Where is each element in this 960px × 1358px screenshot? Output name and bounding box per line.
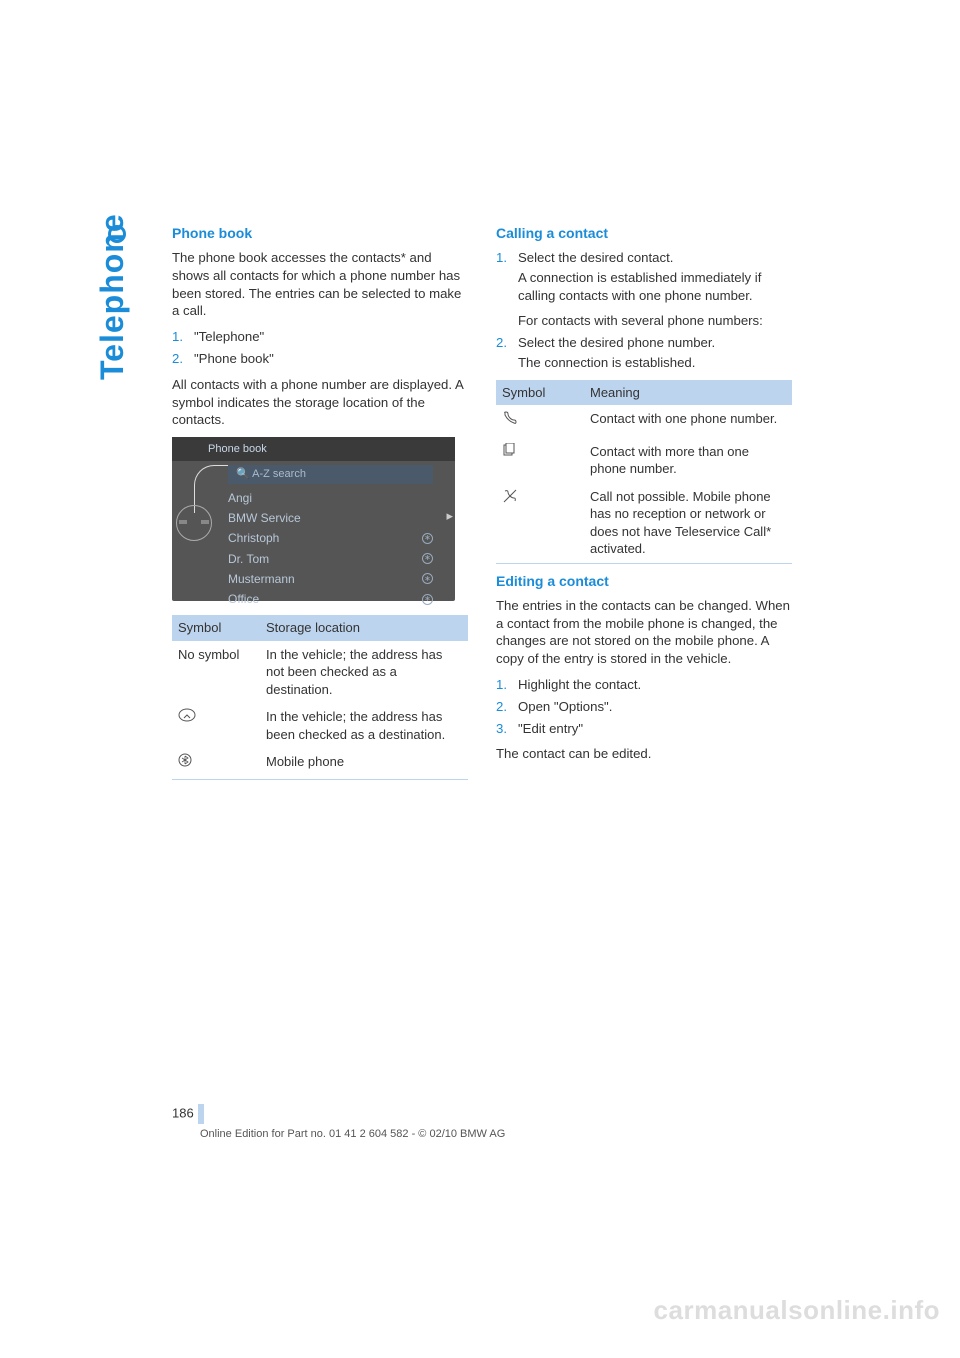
screen-item-1: BMW Service — [228, 508, 433, 528]
phone-book-heading: Phone book — [172, 224, 468, 243]
screen-item-3: Dr. Tom∗ — [228, 549, 433, 569]
editing-heading: Editing a contact — [496, 572, 792, 591]
step-2-text: "Phone book" — [194, 351, 274, 366]
mrow2-sym — [496, 483, 584, 564]
screen-item-5: Office∗ — [228, 589, 433, 609]
row2-sym — [172, 748, 260, 779]
step-1: 1."Telephone" — [172, 328, 468, 346]
call-step-1-extra: For contacts with several phone numbers: — [518, 312, 792, 330]
step-2: 2."Phone book" — [172, 350, 468, 368]
edit-step-3: 3."Edit entry" — [496, 720, 792, 738]
table-row: Mobile phone — [172, 748, 468, 779]
editing-steps: 1.Highlight the contact. 2.Open "Options… — [496, 676, 792, 737]
th-meaning: Meaning — [584, 380, 792, 406]
calling-steps: 1. Select the desired contact. A connect… — [496, 249, 792, 372]
footer-text: Online Edition for Part no. 01 41 2 604 … — [200, 1128, 505, 1140]
side-label: Telephone — [94, 213, 131, 380]
step-1-text: "Telephone" — [194, 329, 264, 344]
edit-step-2: 2.Open "Options". — [496, 698, 792, 716]
watermark: carmanualsonline.info — [654, 1295, 940, 1326]
storage-table: Symbol Storage location No symbol In the… — [172, 615, 468, 780]
mrow0-sym — [496, 405, 584, 437]
call-step-2: 2. Select the desired phone number. The … — [496, 334, 792, 372]
right-column: Calling a contact 1. Select the desired … — [496, 224, 792, 788]
screen-item-0: Angi — [228, 488, 433, 508]
call-step-1-main: Select the desired contact. — [518, 250, 673, 265]
screen-title: Phone book — [172, 437, 455, 461]
table-row: In the vehicle; the address has been che… — [172, 703, 468, 748]
phone-book-steps: 1."Telephone" 2."Phone book" — [172, 328, 468, 368]
row1-txt: In the vehicle; the address has been che… — [260, 703, 468, 748]
table-row: Contact with more than one phone number. — [496, 438, 792, 483]
calling-heading: Calling a contact — [496, 224, 792, 243]
th-symbol2: Symbol — [496, 380, 584, 406]
table-row: No symbol In the vehicle; the address ha… — [172, 641, 468, 704]
row1-sym — [172, 703, 260, 748]
screen-search: 🔍 A-Z search — [228, 465, 433, 484]
edit-step-1: 1.Highlight the contact. — [496, 676, 792, 694]
th-symbol: Symbol — [172, 615, 260, 641]
call-step-1: 1. Select the desired contact. A connect… — [496, 249, 792, 330]
call-step-2-sub: The connection is established. — [518, 354, 792, 372]
page-number: 186 — [172, 1104, 204, 1124]
table-row: Call not possible. Mobile phone has no r… — [496, 483, 792, 564]
row0-sym: No symbol — [172, 641, 260, 704]
call-step-1-sub: A connection is established immediately … — [518, 269, 792, 305]
editing-after: The contact can be edited. — [496, 745, 792, 763]
th-location: Storage location — [260, 615, 468, 641]
call-step-2-main: Select the desired phone number. — [518, 335, 715, 350]
table-row: Contact with one phone number. — [496, 405, 792, 437]
mrow1-txt: Contact with more than one phone number. — [584, 438, 792, 483]
mrow2-txt: Call not possible. Mobile phone has no r… — [584, 483, 792, 564]
row0-txt: In the vehicle; the address has not been… — [260, 641, 468, 704]
phone-book-after: All contacts with a phone number are dis… — [172, 376, 468, 429]
mrow1-sym — [496, 438, 584, 483]
phone-book-intro: The phone book accesses the contacts* an… — [172, 249, 468, 320]
screen-body: 🔍 A-Z search Angi BMW Service Christoph∗… — [228, 465, 433, 609]
screen-item-4: Mustermann∗ — [228, 569, 433, 589]
editing-intro: The entries in the contacts can be chang… — [496, 597, 792, 668]
mrow0-txt: Contact with one phone number. — [584, 405, 792, 437]
meaning-table: Symbol Meaning Contact with one phone nu… — [496, 380, 792, 564]
screen-item-2: Christoph∗ — [228, 528, 433, 548]
row2-txt: Mobile phone — [260, 748, 468, 779]
idrive-screenshot: Phone book ▸ 🔍 A-Z search Angi BMW Servi… — [172, 437, 455, 601]
left-column: Phone book The phone book accesses the c… — [172, 224, 468, 788]
main-content: Phone book The phone book accesses the c… — [172, 224, 792, 788]
